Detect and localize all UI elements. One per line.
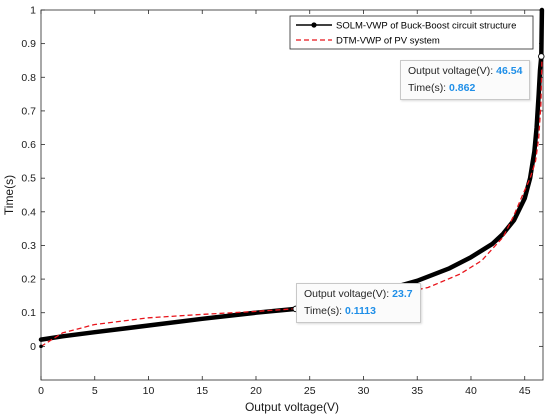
y-tick-label: 0.9 (21, 38, 36, 50)
y-tick-label: 0.1 (21, 307, 36, 319)
x-tick-label: 45 (519, 385, 531, 397)
y-tick-label: 0.3 (21, 240, 36, 252)
x-tick-label: 35 (411, 385, 423, 397)
datatip-low-x-row: Output voltage(V): 23.7 (304, 286, 413, 303)
datatip-low-y-row: Time(s): 0.1113 (304, 303, 413, 320)
datatip-high-x-row: Output voltage(V): 46.54 (408, 63, 522, 80)
datatip-low-x-value: 23.7 (392, 288, 413, 300)
x-tick-label: 20 (250, 385, 262, 397)
y-tick-label: 0 (30, 341, 36, 353)
legend-label-dtm: DTM-VWP of PV system (336, 36, 440, 47)
datatip-high-x-value: 46.54 (496, 65, 523, 77)
datatip-high-y-label: Time(s): (408, 82, 447, 94)
y-tick-label: 0.4 (21, 206, 36, 218)
x-axis-ticks: 0 5 10 15 20 25 30 35 40 45 (38, 10, 531, 397)
legend: SOLM-VWP of Buck-Boost circuit structure… (289, 15, 534, 50)
datatip-high-y-row: Time(s): 0.862 (408, 80, 522, 97)
datatip-low-y-value: 0.1113 (345, 305, 376, 317)
x-tick-label: 5 (92, 385, 98, 397)
y-axis-label: Time(s) (2, 175, 16, 215)
series-dtm-line (40, 60, 543, 347)
y-tick-label: 0.5 (21, 173, 36, 185)
x-tick-label: 25 (304, 385, 316, 397)
series-solm-line (38, 7, 545, 342)
x-tick-label: 15 (196, 385, 208, 397)
x-tick-label: 0 (38, 385, 44, 397)
x-axis-label: Output voltage(V) (245, 400, 339, 414)
series-layer (38, 7, 545, 347)
datatip-low-y-label: Time(s): (304, 305, 343, 317)
datatip-low-x-label: Output voltage(V): (304, 288, 390, 300)
y-tick-label: 0.7 (21, 105, 36, 117)
x-tick-label: 30 (358, 385, 370, 397)
datatip-low[interactable]: Output voltage(V): 23.7 Time(s): 0.1113 (296, 283, 421, 323)
legend-marker-solm (311, 22, 317, 28)
x-tick-label: 10 (143, 385, 155, 397)
legend-box (289, 15, 534, 50)
y-axis-ticks: 0 0.1 0.2 0.3 0.4 0.5 0.6 0.7 0.8 0.9 1 (21, 5, 543, 353)
datatip-marker[interactable] (538, 53, 545, 60)
datatip-high[interactable]: Output voltage(V): 46.54 Time(s): 0.862 (400, 60, 531, 100)
datatip-high-y-value: 0.862 (449, 82, 476, 94)
datatip-high-x-label: Output voltage(V): (408, 65, 494, 77)
y-tick-label: 1 (30, 5, 36, 17)
y-tick-label: 0.6 (21, 139, 36, 151)
y-tick-label: 0.8 (21, 72, 36, 84)
y-tick-label: 0.2 (21, 274, 36, 286)
x-tick-label: 40 (465, 385, 477, 397)
origin-point (39, 344, 43, 349)
legend-label-solm: SOLM-VWP of Buck-Boost circuit structure (336, 21, 516, 32)
